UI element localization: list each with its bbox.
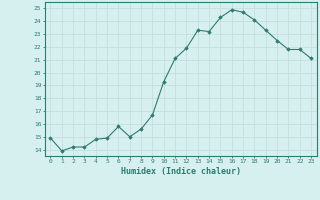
X-axis label: Humidex (Indice chaleur): Humidex (Indice chaleur): [121, 167, 241, 176]
